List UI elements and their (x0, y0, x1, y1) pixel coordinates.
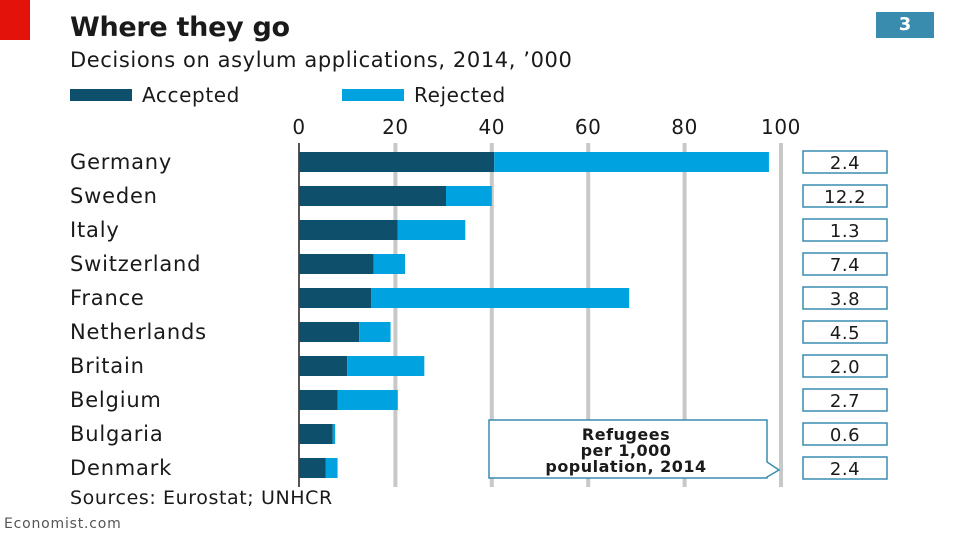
side-value-box (802, 422, 888, 446)
category-label: Belgium (70, 388, 162, 412)
bar-rejected-denmark (325, 458, 338, 478)
category-label: Denmark (70, 456, 172, 480)
brand-red-tag (0, 0, 30, 40)
legend-label-accepted: Accepted (142, 83, 240, 107)
side-value: 2.7 (830, 391, 860, 412)
chart-title: Where they go (70, 12, 290, 43)
bar-accepted-belgium (299, 390, 338, 410)
chart-subtitle: Decisions on asylum applications, 2014, … (70, 48, 573, 72)
category-label: Italy (70, 218, 120, 242)
bar-rejected-britain (347, 356, 425, 376)
side-value-box (802, 184, 888, 208)
side-value-box (802, 388, 888, 412)
side-value-box (802, 456, 888, 480)
side-value-box (802, 218, 888, 242)
bar-accepted-france (299, 288, 372, 308)
x-tick-label: 60 (575, 115, 602, 139)
category-label: Sweden (70, 184, 158, 208)
bar-accepted-sweden (299, 186, 447, 206)
category-label: Netherlands (70, 320, 207, 344)
side-value: 0.6 (830, 425, 860, 446)
side-value-box (802, 320, 888, 344)
side-value: 2.0 (830, 357, 860, 378)
callout-line: per 1,000 (581, 441, 672, 460)
chart-number-badge: 3 (876, 12, 934, 38)
side-value-box (802, 150, 888, 174)
bar-rejected-bulgaria (332, 424, 336, 444)
bar-rejected-germany (494, 152, 769, 172)
bar-rejected-switzerland (373, 254, 406, 274)
side-value-box (802, 286, 888, 310)
bar-accepted-germany (299, 152, 495, 172)
x-tick-label: 40 (478, 115, 505, 139)
side-value: 7.4 (830, 255, 860, 276)
category-label: France (70, 286, 145, 310)
x-tick-label: 0 (292, 115, 305, 139)
bar-rejected-belgium (337, 390, 398, 410)
side-value: 12.2 (824, 187, 866, 208)
bar-rejected-netherlands (359, 322, 391, 342)
bar-accepted-netherlands (299, 322, 360, 342)
bar-accepted-britain (299, 356, 348, 376)
side-value-box (802, 252, 888, 276)
source-note: Sources: Eurostat; UNHCR (70, 487, 333, 509)
x-tick-label: 20 (382, 115, 409, 139)
side-value: 1.3 (830, 221, 860, 242)
brand-footer: Economist.com (4, 516, 122, 532)
x-tick-label: 100 (761, 115, 801, 139)
legend-label-rejected: Rejected (414, 83, 506, 107)
side-value: 2.4 (830, 459, 860, 480)
callout-box (488, 419, 781, 479)
side-value: 2.4 (830, 153, 860, 174)
side-value-box (802, 354, 888, 378)
bar-rejected-sweden (446, 186, 492, 206)
bar-accepted-switzerland (299, 254, 374, 274)
x-tick-label: 80 (671, 115, 698, 139)
bar-accepted-italy (299, 220, 398, 240)
category-label: Bulgaria (70, 422, 164, 446)
side-value: 4.5 (830, 323, 860, 344)
category-label: Switzerland (70, 252, 201, 276)
callout-line: Refugees (582, 425, 670, 444)
legend-swatch-accepted (70, 89, 132, 101)
category-label: Germany (70, 150, 172, 174)
bar-rejected-italy (397, 220, 466, 240)
bar-accepted-bulgaria (299, 424, 333, 444)
bar-rejected-france (371, 288, 630, 308)
side-value: 3.8 (830, 289, 860, 310)
callout-line: population, 2014 (545, 457, 706, 476)
legend-swatch-rejected (342, 89, 404, 101)
category-label: Britain (70, 354, 145, 378)
bar-accepted-denmark (299, 458, 326, 478)
